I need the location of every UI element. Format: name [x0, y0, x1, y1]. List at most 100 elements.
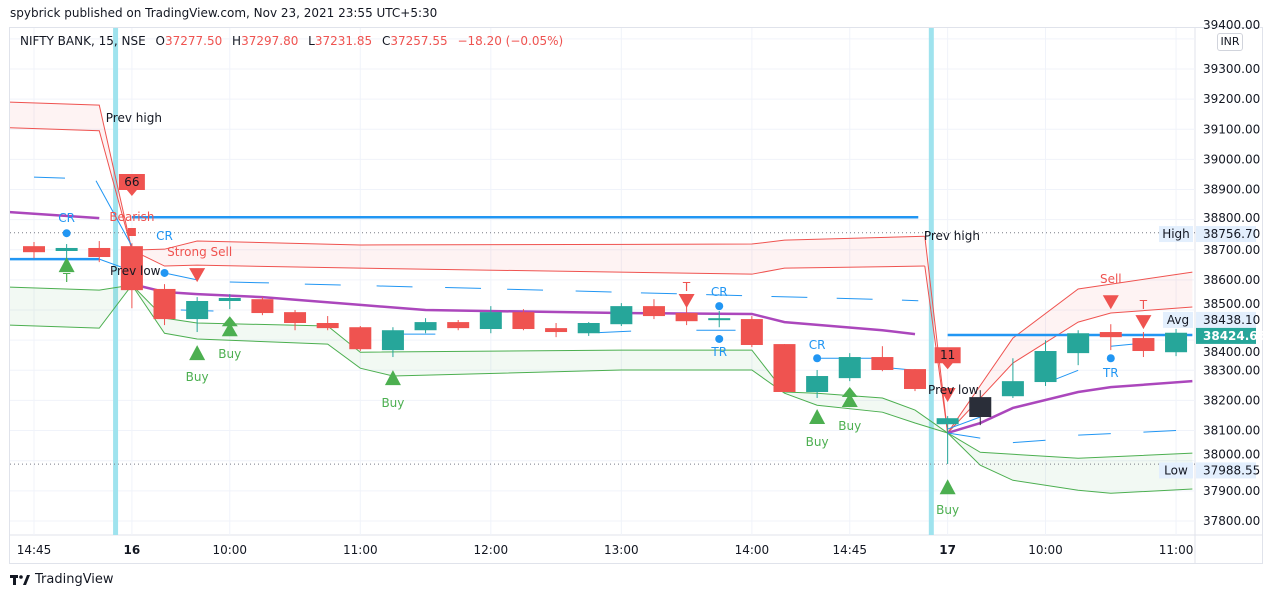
red-band-upper: [924, 236, 1193, 435]
vwap-line: [947, 379, 1193, 435]
vwap-line: [10, 210, 100, 220]
green-band-lower: [10, 284, 133, 329]
red-band-fill: [131, 236, 925, 275]
price-line-label: High: [1162, 227, 1190, 241]
candle-body: [381, 330, 404, 351]
price-tick-label: 39200.00: [1203, 92, 1260, 106]
sell-arrow-icon: [189, 268, 206, 283]
price-tick-label: 39400.00: [1203, 18, 1260, 32]
buy-arrow-icon: [221, 322, 238, 337]
candle-body: [838, 357, 861, 379]
green-band-lower: [947, 432, 1193, 494]
signal-square: [127, 228, 136, 237]
time-tick-label: 13:00: [604, 543, 639, 557]
price-value-tag: [1196, 226, 1256, 243]
buy-arrow-icon: [189, 345, 206, 361]
candle-body: [740, 319, 763, 345]
price-tick-label: 38500.00: [1203, 297, 1260, 311]
candle-body: [512, 312, 535, 330]
trail-segment: [445, 286, 482, 289]
marker-label: Prev low: [110, 264, 161, 278]
signal-dot: [62, 229, 71, 238]
marker-label: Buy: [381, 396, 404, 410]
marker-label: CR: [809, 338, 826, 352]
trail-segment: [947, 416, 981, 430]
price-line-value: 37988.55: [1203, 463, 1260, 477]
candle-body: [545, 328, 568, 333]
price-line-tag: [1159, 462, 1193, 479]
red-band-lower: [10, 127, 133, 251]
trail-segment: [947, 432, 981, 439]
green-band-fill: [10, 285, 132, 329]
candle-body: [316, 322, 339, 329]
time-tick-label: 14:45: [832, 543, 867, 557]
trail-segment: [640, 292, 677, 295]
candle-body: [1165, 332, 1188, 353]
marker-label: CR: [58, 211, 75, 225]
candle-body: [773, 344, 796, 392]
symbol-title[interactable]: NIFTY BANK, 15, NSE: [20, 34, 146, 48]
green-band-lower: [131, 284, 948, 434]
flag-count: 66: [124, 175, 139, 189]
buy-arrow-icon: [841, 393, 858, 408]
price-line-tag: [1159, 226, 1193, 243]
time-tick-label: 10:00: [1028, 543, 1063, 557]
candle-body: [806, 376, 829, 392]
trail-segment: [304, 283, 341, 286]
marker-label: T: [682, 280, 691, 294]
candle-body: [414, 322, 437, 331]
signal-dot: [715, 334, 724, 343]
sell-arrow-icon: [1102, 295, 1119, 310]
high-value: 37297.80: [241, 34, 299, 48]
last-price-value: 38424.65: [1203, 329, 1266, 343]
currency-button[interactable]: INR: [1217, 33, 1243, 51]
price-tick-label: 38100.00: [1203, 424, 1260, 438]
trail-segment: [706, 294, 743, 297]
price-tick-label: 38400.00: [1203, 345, 1260, 359]
close-key: C: [381, 34, 391, 48]
price-line-tag: [1163, 311, 1193, 328]
price-line-label: Avg: [1167, 313, 1189, 327]
candle-body: [186, 301, 209, 320]
publish-info: spybrick published on TradingView.com, N…: [10, 6, 438, 20]
signal-dot: [813, 354, 822, 363]
price-tick-label: 37900.00: [1203, 484, 1260, 498]
marker-label: Buy: [806, 435, 829, 449]
close-value: 37257.55: [390, 34, 448, 48]
price-tick-label: 39000.00: [1203, 152, 1260, 166]
marker-label: TR: [1102, 366, 1119, 380]
footer-brand[interactable]: TradingView: [35, 572, 114, 587]
candle-body: [1001, 381, 1024, 397]
trail-segment: [229, 281, 269, 284]
candle-body: [284, 312, 307, 323]
green-band-fill: [947, 432, 1193, 494]
marker-label: Buy: [838, 419, 861, 433]
time-tick-label: 10:00: [212, 543, 247, 557]
trail-segment: [901, 299, 919, 302]
marker-label: Buy: [218, 347, 241, 361]
candle-body: [88, 247, 111, 258]
green-band-upper: [131, 284, 948, 434]
trail-segment: [836, 297, 873, 300]
candle-body: [871, 357, 894, 370]
price-value-tag: [1196, 462, 1256, 479]
time-tick-label: 14:45: [17, 543, 52, 557]
candle-body: [708, 318, 731, 321]
marker-label: Bearish: [109, 210, 154, 224]
vwap-line: [131, 282, 916, 336]
candle-body: [642, 306, 665, 317]
marker-label: TR: [710, 345, 727, 359]
candle-body: [349, 327, 372, 350]
tradingview-logo-icon: [10, 574, 30, 585]
marker-label: Sell: [1100, 272, 1122, 286]
green-band-fill: [131, 285, 948, 433]
buy-arrow-icon: [809, 409, 826, 425]
candle-body: [55, 247, 78, 251]
trail-segment: [33, 176, 66, 179]
marker-label: Prev low: [928, 383, 979, 397]
symbol-legend: NIFTY BANK, 15, NSE O37277.50 H37297.80 …: [20, 34, 569, 48]
time-tick-label: 16: [124, 543, 141, 557]
candle-body: [23, 246, 45, 253]
